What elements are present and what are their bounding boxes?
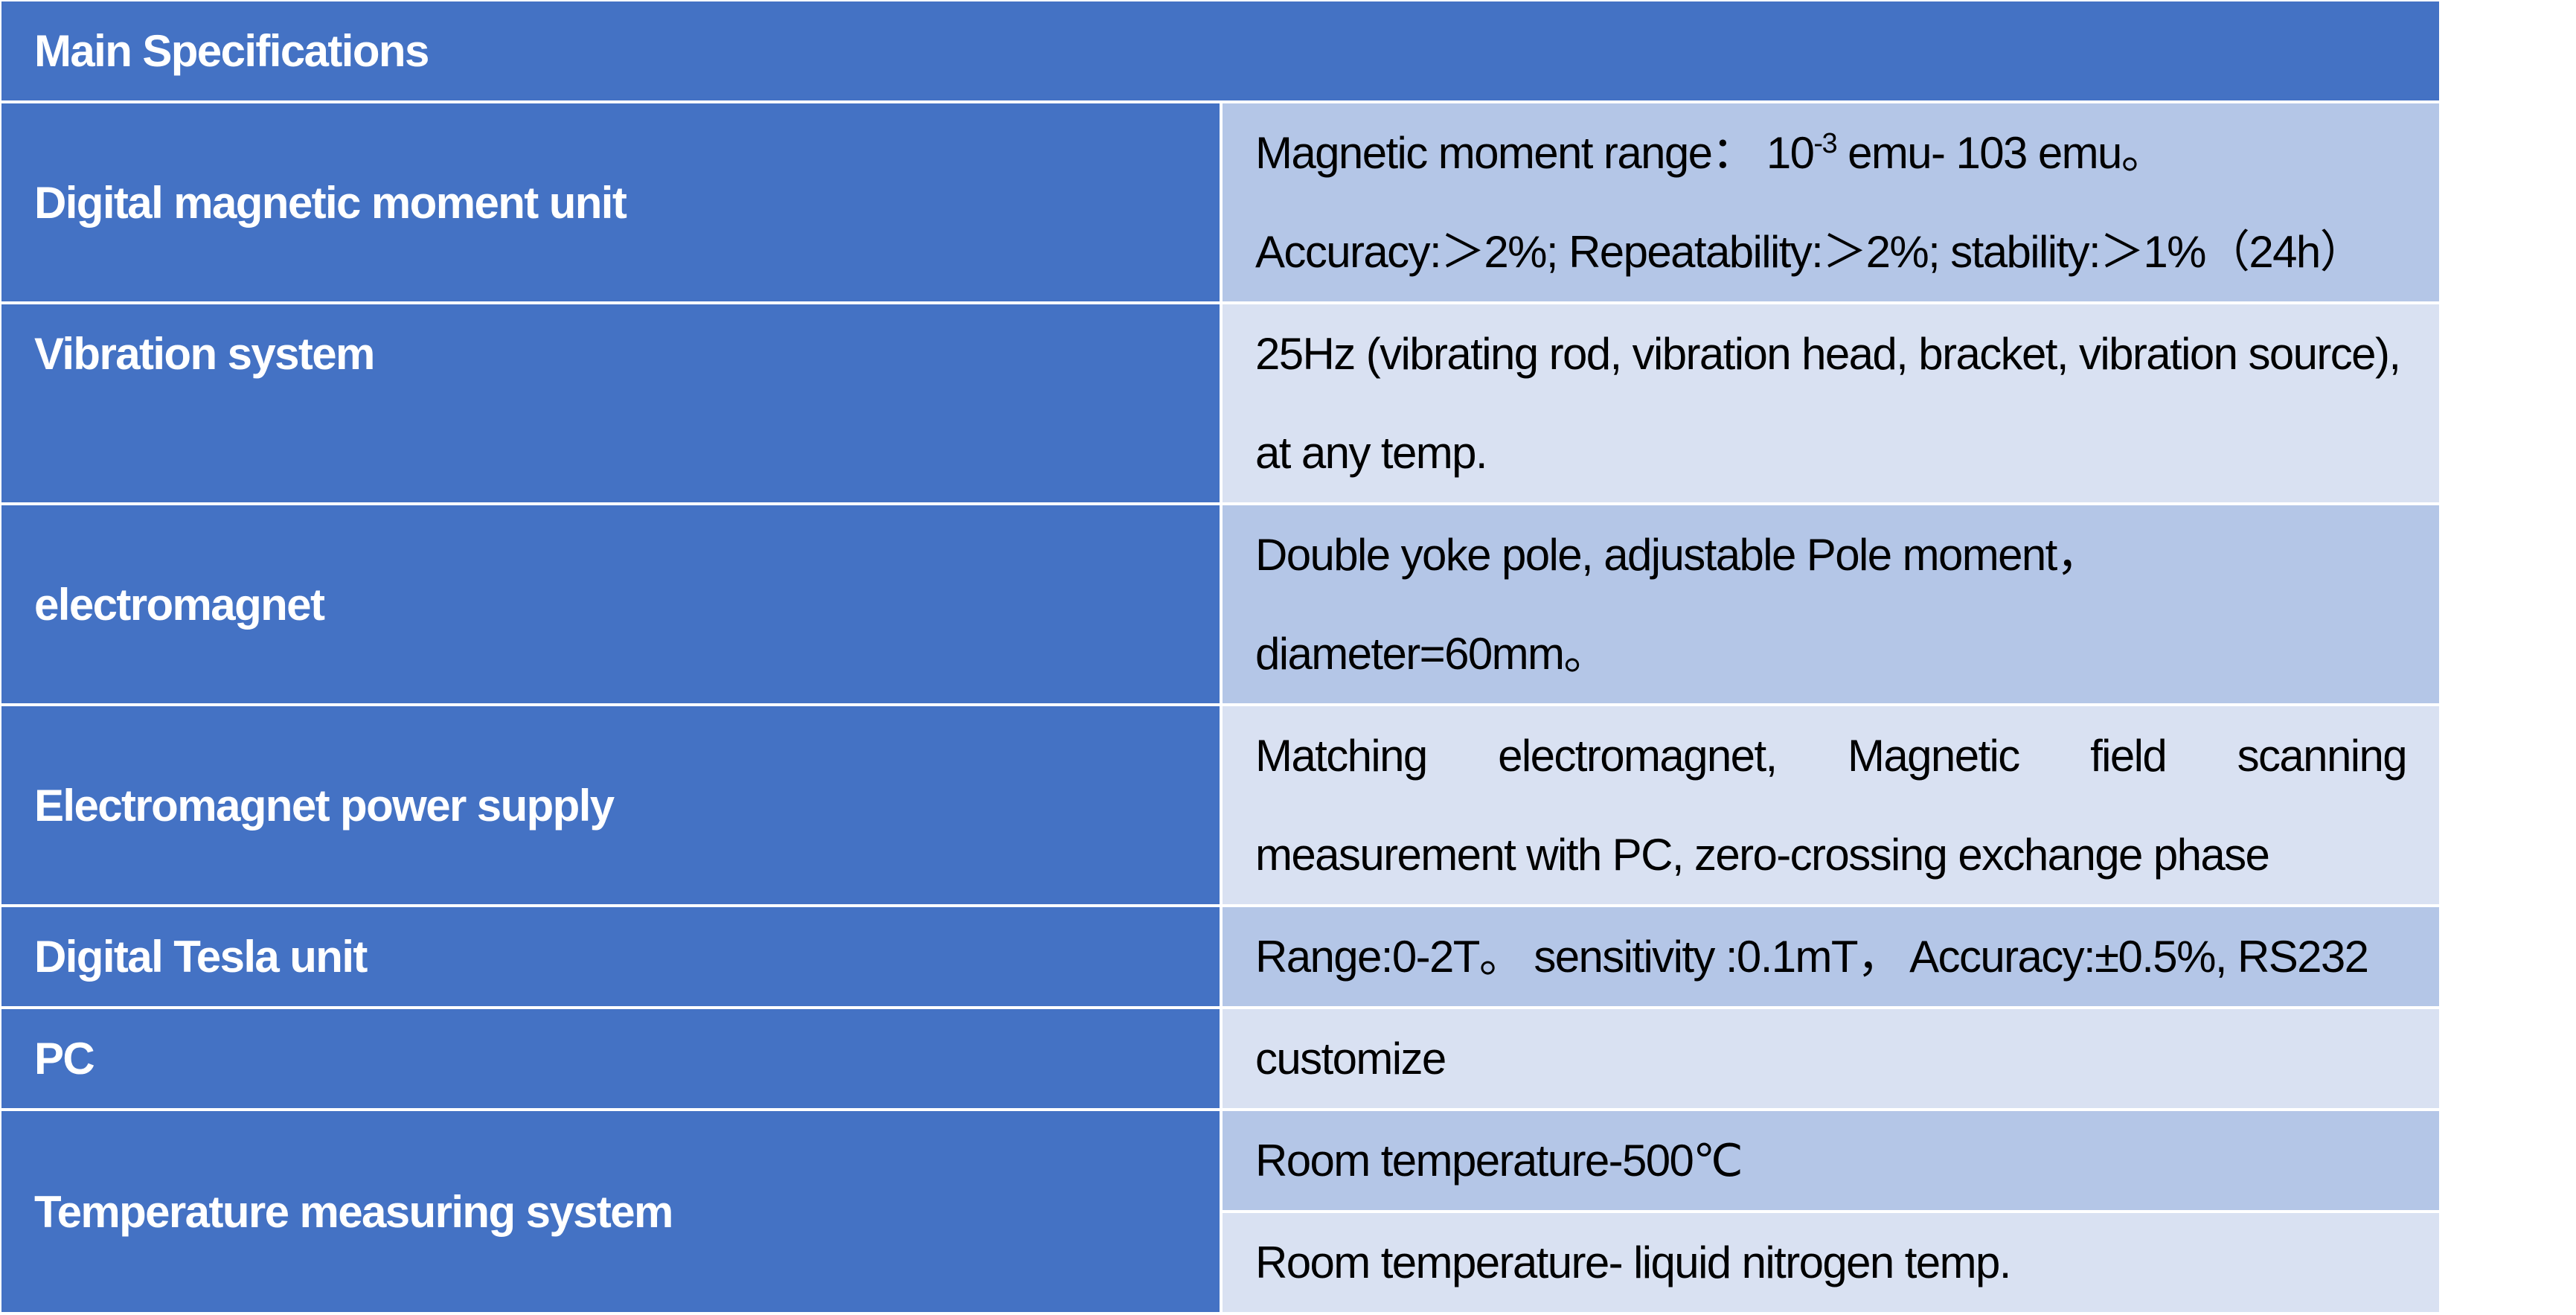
range-text-end: emu- 103 emu。 bbox=[1836, 128, 2166, 178]
exponent: -3 bbox=[1813, 128, 1837, 159]
row-label: Vibration system bbox=[1, 301, 1223, 505]
row-value: customize bbox=[1220, 1006, 2442, 1111]
table-row: Vibration system 25Hz (vibrating rod, vi… bbox=[1, 301, 2442, 505]
specifications-table: Main Specifications Digital magnetic mom… bbox=[1, 1, 2442, 1315]
row-value: Room temperature- liquid nitrogen temp. bbox=[1220, 1210, 2442, 1315]
table-row: Digital Tesla unit Range:0-2T。 sensitivi… bbox=[1, 904, 2442, 1009]
table-row: electromagnet Double yoke pole, adjustab… bbox=[1, 502, 2442, 706]
row-value: Range:0-2T。 sensitivity :0.1mT， Accuracy… bbox=[1220, 904, 2442, 1009]
magnetic-moment-range: Magnetic moment range： 10-3 emu- 103 emu… bbox=[1255, 103, 2406, 202]
row-label: electromagnet bbox=[1, 502, 1223, 706]
row-value: Matching electromagnet, Magnetic field s… bbox=[1220, 703, 2442, 907]
header-row: Main Specifications bbox=[1, 1, 2442, 103]
row-value: 25Hz (vibrating rod, vibration head, bra… bbox=[1220, 301, 2442, 505]
row-label: PC bbox=[1, 1006, 1223, 1111]
table-title: Main Specifications bbox=[1, 1, 2442, 103]
row-label: Temperature measuring system bbox=[1, 1108, 1223, 1315]
row-label: Digital Tesla unit bbox=[1, 904, 1223, 1009]
table-row: Digital magnetic moment unit Magnetic mo… bbox=[1, 100, 2442, 304]
table-row: PC customize bbox=[1, 1006, 2442, 1111]
row-value: Double yoke pole, adjustable Pole moment… bbox=[1220, 502, 2442, 706]
range-text: Magnetic moment range： 10 bbox=[1255, 128, 1815, 178]
accuracy-line: Accuracy:＞2%; Repeatability:＞2%; stabili… bbox=[1255, 227, 2365, 277]
table-row: Electromagnet power supply Matching elec… bbox=[1, 703, 2442, 907]
row-label: Electromagnet power supply bbox=[1, 703, 1223, 907]
row-label: Digital magnetic moment unit bbox=[1, 100, 1223, 304]
table-row: Temperature measuring system Room temper… bbox=[1, 1108, 2442, 1315]
row-value: Room temperature-500℃ bbox=[1220, 1108, 2442, 1213]
row-value: Magnetic moment range： 10-3 emu- 103 emu… bbox=[1220, 100, 2442, 304]
